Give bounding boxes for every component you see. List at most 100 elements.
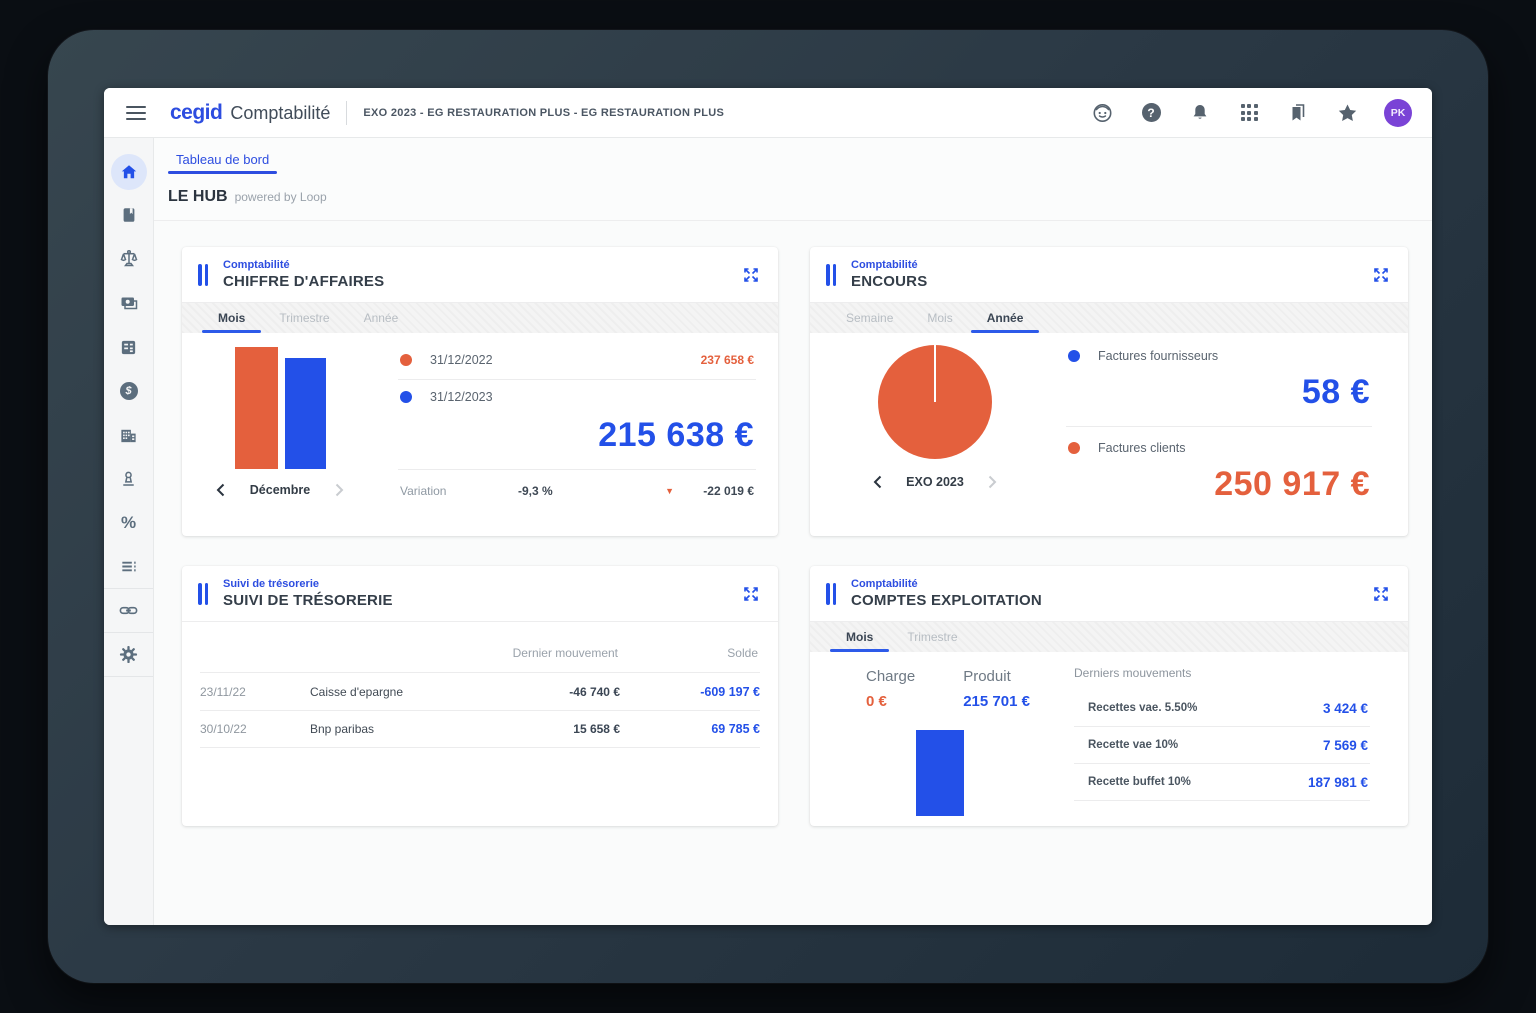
sidebar-item-cash-register[interactable] [104, 325, 153, 369]
sidebar-item-home[interactable] [104, 151, 153, 193]
tab-semaine[interactable]: Semaine [844, 303, 895, 333]
period-tabs: Mois Trimestre [810, 622, 1408, 652]
scales-icon [119, 249, 138, 267]
sidebar-item-dollar[interactable]: $ [104, 369, 153, 413]
charge-value: 0 € [866, 693, 887, 710]
notifications-bell-icon[interactable] [1188, 101, 1212, 125]
produit-block: Produit 215 701 € [963, 668, 1030, 710]
drag-handle-icon[interactable] [824, 262, 838, 288]
card-chiffre-affaires: Comptabilité CHIFFRE D'AFFAIRES Mois Tri… [182, 247, 778, 536]
tablet-frame: cegid Comptabilité EXO 2023 - EG RESTAUR… [48, 30, 1488, 983]
movement-row[interactable]: Recette buffet 10% 187 981 € [1074, 764, 1370, 801]
expand-icon[interactable] [1370, 583, 1392, 605]
value-clients: 250 917 € [1214, 465, 1370, 503]
favorites-star-icon[interactable] [1335, 101, 1359, 125]
sidebar-item-settings[interactable] [104, 633, 153, 677]
page-subtitle: powered by Loop [234, 190, 327, 204]
journal-icon [123, 208, 134, 222]
tab-trimestre[interactable]: Trimestre [277, 303, 331, 333]
cegid-logo: cegid [170, 100, 223, 124]
period-nav: EXO 2023 [868, 473, 1002, 491]
sidebar-item-link[interactable] [104, 589, 153, 633]
produit-value: 215 701 € [963, 693, 1030, 710]
dashboard-grid: Comptabilité CHIFFRE D'AFFAIRES Mois Tri… [154, 221, 1432, 925]
drag-handle-icon[interactable] [196, 581, 210, 607]
ledger-list-icon [122, 561, 136, 572]
movement-row[interactable]: Recette vae 10% 7 569 € [1074, 727, 1370, 764]
drag-handle-icon[interactable] [824, 581, 838, 607]
card-suivi-tresorerie: Suivi de trésorerie SUIVI DE TRÉSORERIE … [182, 566, 778, 826]
sidebar-item-stamp[interactable] [104, 457, 153, 501]
legend-row-2023: 31/12/2023 215 638 € [398, 380, 756, 469]
home-icon [110, 154, 147, 190]
value-2023: 215 638 € [598, 416, 754, 454]
sidebar-item-bank[interactable] [104, 413, 153, 457]
expand-icon[interactable] [1370, 264, 1392, 286]
orange-dot-icon [400, 354, 412, 366]
previous-period-chevron[interactable] [868, 473, 886, 491]
card-encours: Comptabilité ENCOURS Semaine Mois Année [810, 247, 1408, 536]
page-title: LE HUB [168, 188, 228, 205]
drag-handle-icon[interactable] [196, 262, 210, 288]
expand-icon[interactable] [740, 583, 762, 605]
cash-register-icon [121, 340, 136, 354]
card-category: Comptabilité [851, 578, 918, 590]
sidebar-item-percent[interactable]: % [104, 501, 153, 545]
hamburger-menu-icon[interactable] [126, 105, 146, 120]
movements-title: Derniers mouvements [1074, 666, 1192, 680]
next-period-chevron[interactable] [330, 481, 348, 499]
bar-2022 [235, 347, 278, 469]
sidebar-item-journal[interactable] [104, 193, 153, 237]
user-avatar[interactable]: PK [1384, 98, 1412, 127]
help-icon[interactable]: ? [1139, 101, 1163, 125]
top-bar: cegid Comptabilité EXO 2023 - EG RESTAUR… [104, 88, 1432, 138]
bookmarks-icon[interactable] [1286, 101, 1310, 125]
table-row[interactable]: 30/10/22 Bnp paribas 15 658 € 69 785 € [200, 710, 760, 748]
app-window: cegid Comptabilité EXO 2023 - EG RESTAUR… [104, 88, 1432, 925]
context-title: EXO 2023 - EG RESTAURATION PLUS - EG RES… [363, 106, 725, 119]
card-category: Suivi de trésorerie [223, 578, 319, 590]
period-tabs: Semaine Mois Année [810, 303, 1408, 333]
topbar-icons: ? PK [1090, 98, 1412, 127]
column-solde: Solde [727, 646, 758, 660]
legend-row-fournisseurs: Factures fournisseurs 58 € [1066, 339, 1372, 427]
charge-block: Charge 0 € [866, 668, 916, 710]
apps-grid-icon[interactable] [1237, 101, 1261, 125]
accounts-table: Dernier mouvement Solde 23/11/22 Caisse … [182, 622, 778, 826]
link-icon [119, 606, 138, 615]
stamp-icon [123, 471, 134, 486]
sidebar-item-scales[interactable] [104, 237, 153, 281]
tab-mois[interactable]: Mois [201, 303, 262, 333]
table-row[interactable]: 23/11/22 Caisse d'epargne -46 740 € -609… [200, 672, 760, 710]
sidebar-item-ledger[interactable] [104, 545, 153, 589]
next-period-chevron[interactable] [984, 473, 1002, 491]
ca-bar-chart [182, 335, 378, 469]
assistant-icon[interactable] [1090, 101, 1114, 125]
previous-period-chevron[interactable] [212, 481, 230, 499]
down-triangle-icon: ▼ [665, 486, 675, 496]
blue-dot-icon [400, 391, 412, 403]
table-header: Dernier mouvement Solde [200, 640, 760, 672]
tab-mois[interactable]: Mois [925, 303, 954, 333]
tab-mois[interactable]: Mois [829, 622, 890, 652]
dollar-icon: $ [119, 382, 138, 400]
brand: cegid Comptabilité [170, 101, 330, 125]
tab-tableau-de-bord[interactable]: Tableau de bord [168, 148, 278, 174]
tab-annee[interactable]: Année [362, 303, 401, 333]
pie-slice-divider [934, 345, 936, 402]
sidebar-item-banknotes[interactable] [104, 281, 153, 325]
tab-annee[interactable]: Année [970, 303, 1039, 333]
encours-pie [878, 345, 992, 459]
expand-icon[interactable] [740, 264, 762, 286]
percent-icon: % [120, 513, 137, 532]
card-title: SUIVI DE TRÉSORERIE [223, 592, 393, 609]
legend-row-2022: 31/12/2022 237 658 € [398, 343, 756, 380]
column-dernier-mouvement: Dernier mouvement [512, 646, 618, 660]
variation-row: Variation -9,3 % ▼ -22 019 € [398, 469, 756, 512]
movement-row[interactable]: Recettes vae. 5.50% 3 424 € [1074, 690, 1370, 727]
main-content: Tableau de bord LE HUB powered by Loop Co… [154, 138, 1432, 925]
card-title: ENCOURS [851, 273, 928, 290]
orange-dot-icon [1068, 442, 1080, 454]
page-heading: LE HUB powered by Loop [154, 174, 1432, 221]
tab-trimestre[interactable]: Trimestre [905, 622, 959, 652]
